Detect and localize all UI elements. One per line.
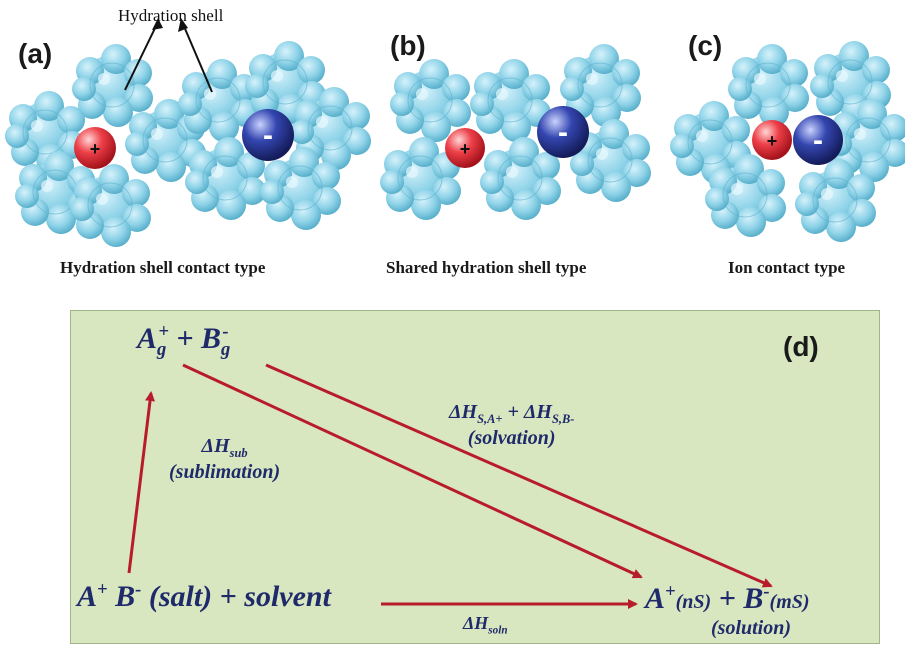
cation <box>752 120 792 160</box>
anion-sign: - <box>263 119 273 152</box>
anion <box>793 115 843 165</box>
panel-a-caption: Hydration shell contact type <box>60 258 266 277</box>
panel-b-caption: Shared hydration shell type <box>386 258 587 277</box>
solution-enthalpy-label: ΔHsoln <box>463 613 508 637</box>
solution-label: (solution) <box>711 617 792 639</box>
anion-solvation-arrow <box>265 363 773 588</box>
panel-c-graphic <box>669 40 905 243</box>
water-molecule <box>727 43 810 128</box>
cycle-arrows <box>127 363 773 609</box>
panel-a-graphic <box>4 18 372 248</box>
gas-phase-ions: Ag+ + Bg- <box>137 321 231 360</box>
anion <box>242 109 294 161</box>
sublimation-label: ΔHsub (sublimation) <box>169 435 281 483</box>
hydration-shell-label: Hydration shell <box>118 6 224 25</box>
anion-sign: - <box>813 124 823 157</box>
cation-sign: + <box>767 131 778 151</box>
panel-c-caption: Ion contact type <box>728 258 846 277</box>
cation-sign: + <box>460 139 471 159</box>
sublimation-arrow <box>127 391 155 574</box>
pointer-arrow <box>182 23 213 93</box>
salt-solvent: A+ B- (salt) + solvent <box>77 579 331 613</box>
panel-b-label: (b) <box>390 30 426 61</box>
cation-solvation-arrow <box>182 363 643 579</box>
pointer-arrow <box>124 21 159 91</box>
panel-d-label: (d) <box>783 331 819 362</box>
solvation-label: ΔHS,A+ + ΔHS,B- (solvation) <box>449 401 575 449</box>
panel-b-graphic <box>379 43 652 221</box>
anion-sign: - <box>558 116 568 149</box>
anion <box>537 106 589 158</box>
thermo-cycle-panel: (d) Ag+ + Bg- ΔHsub (sublimation) ΔHS,A+… <box>70 310 880 644</box>
solvated-ions: A+(nS) + B-(mS) <box>645 581 810 615</box>
panel-a-label: (a) <box>18 38 53 69</box>
cation <box>74 127 116 169</box>
panel-c-label: (c) <box>688 30 723 61</box>
cation <box>445 128 485 168</box>
cation-sign: + <box>90 139 101 159</box>
